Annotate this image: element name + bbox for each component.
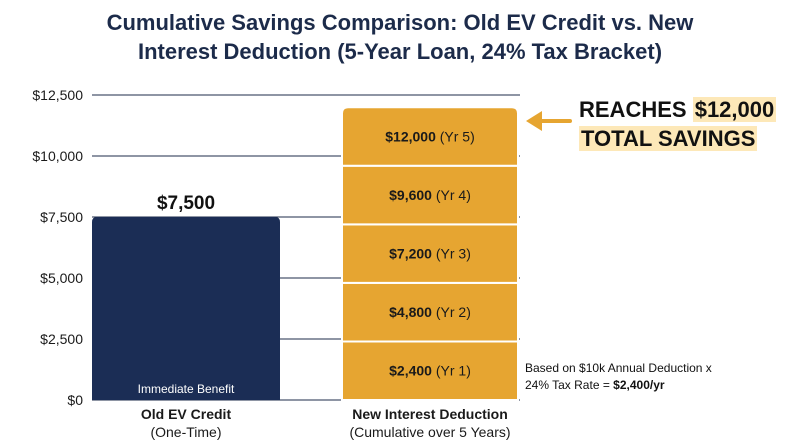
y-tick-label: $12,500	[32, 87, 83, 103]
footnote-line-2-prefix: 24% Tax Rate =	[525, 378, 614, 392]
segment-year: (Yr 4)	[432, 187, 471, 203]
x-category-label: New Interest Deduction	[352, 406, 508, 422]
segment-year: (Yr 5)	[436, 128, 475, 144]
y-tick-label: $2,500	[40, 331, 83, 347]
x-category-label: Old EV Credit	[141, 406, 232, 422]
footnote-line-2-bold: $2,400/yr	[613, 378, 665, 392]
segment-label-year-3: $7,200 (Yr 3)	[389, 246, 471, 262]
segment-year: (Yr 3)	[432, 246, 471, 262]
chart-title-line-1: Cumulative Savings Comparison: Old EV Cr…	[106, 10, 694, 35]
segment-year: (Yr 2)	[432, 304, 471, 320]
segment-amount: $4,800	[389, 304, 432, 320]
segment-amount: $12,000	[385, 128, 436, 144]
segment-amount: $7,200	[389, 246, 432, 262]
segment-label-year-1: $2,400 (Yr 1)	[389, 363, 471, 379]
segment-label-year-4: $9,600 (Yr 4)	[389, 187, 471, 203]
y-tick-label: $10,000	[32, 148, 83, 164]
segment-amount: $9,600	[389, 187, 432, 203]
footnote: Based on $10k Annual Deduction x 24% Tax…	[525, 360, 795, 394]
bar-note: Immediate Benefit	[138, 382, 235, 396]
segment-amount: $2,400	[389, 363, 432, 379]
chart-title: Cumulative Savings Comparison: Old EV Cr…	[0, 8, 800, 66]
bar-value-label: $7,500	[157, 193, 215, 214]
x-category-sublabel: (One-Time)	[150, 424, 221, 440]
callout-line-2: TOTAL SAVINGS	[579, 126, 758, 151]
y-tick-label: $0	[67, 392, 83, 408]
bar-segment-year-5	[341, 106, 519, 167]
callout-amount: $12,000	[692, 97, 777, 122]
callout-arrow-icon	[526, 111, 542, 131]
callout-prefix: REACHES	[579, 97, 687, 122]
segment-label-year-5: $12,000 (Yr 5)	[385, 128, 475, 144]
callout-text: REACHES $12,000 TOTAL SAVINGS	[579, 95, 777, 153]
segment-label-year-2: $4,800 (Yr 2)	[389, 304, 471, 320]
footnote-line-1: Based on $10k Annual Deduction x	[525, 361, 712, 375]
bar-old-ev-credit	[92, 217, 280, 400]
y-tick-label: $5,000	[40, 270, 83, 286]
y-tick-label: $7,500	[40, 209, 83, 225]
segment-year: (Yr 1)	[432, 363, 471, 379]
chart-title-line-2: Interest Deduction (5-Year Loan, 24% Tax…	[137, 39, 663, 64]
x-category-sublabel: (Cumulative over 5 Years)	[349, 424, 510, 440]
